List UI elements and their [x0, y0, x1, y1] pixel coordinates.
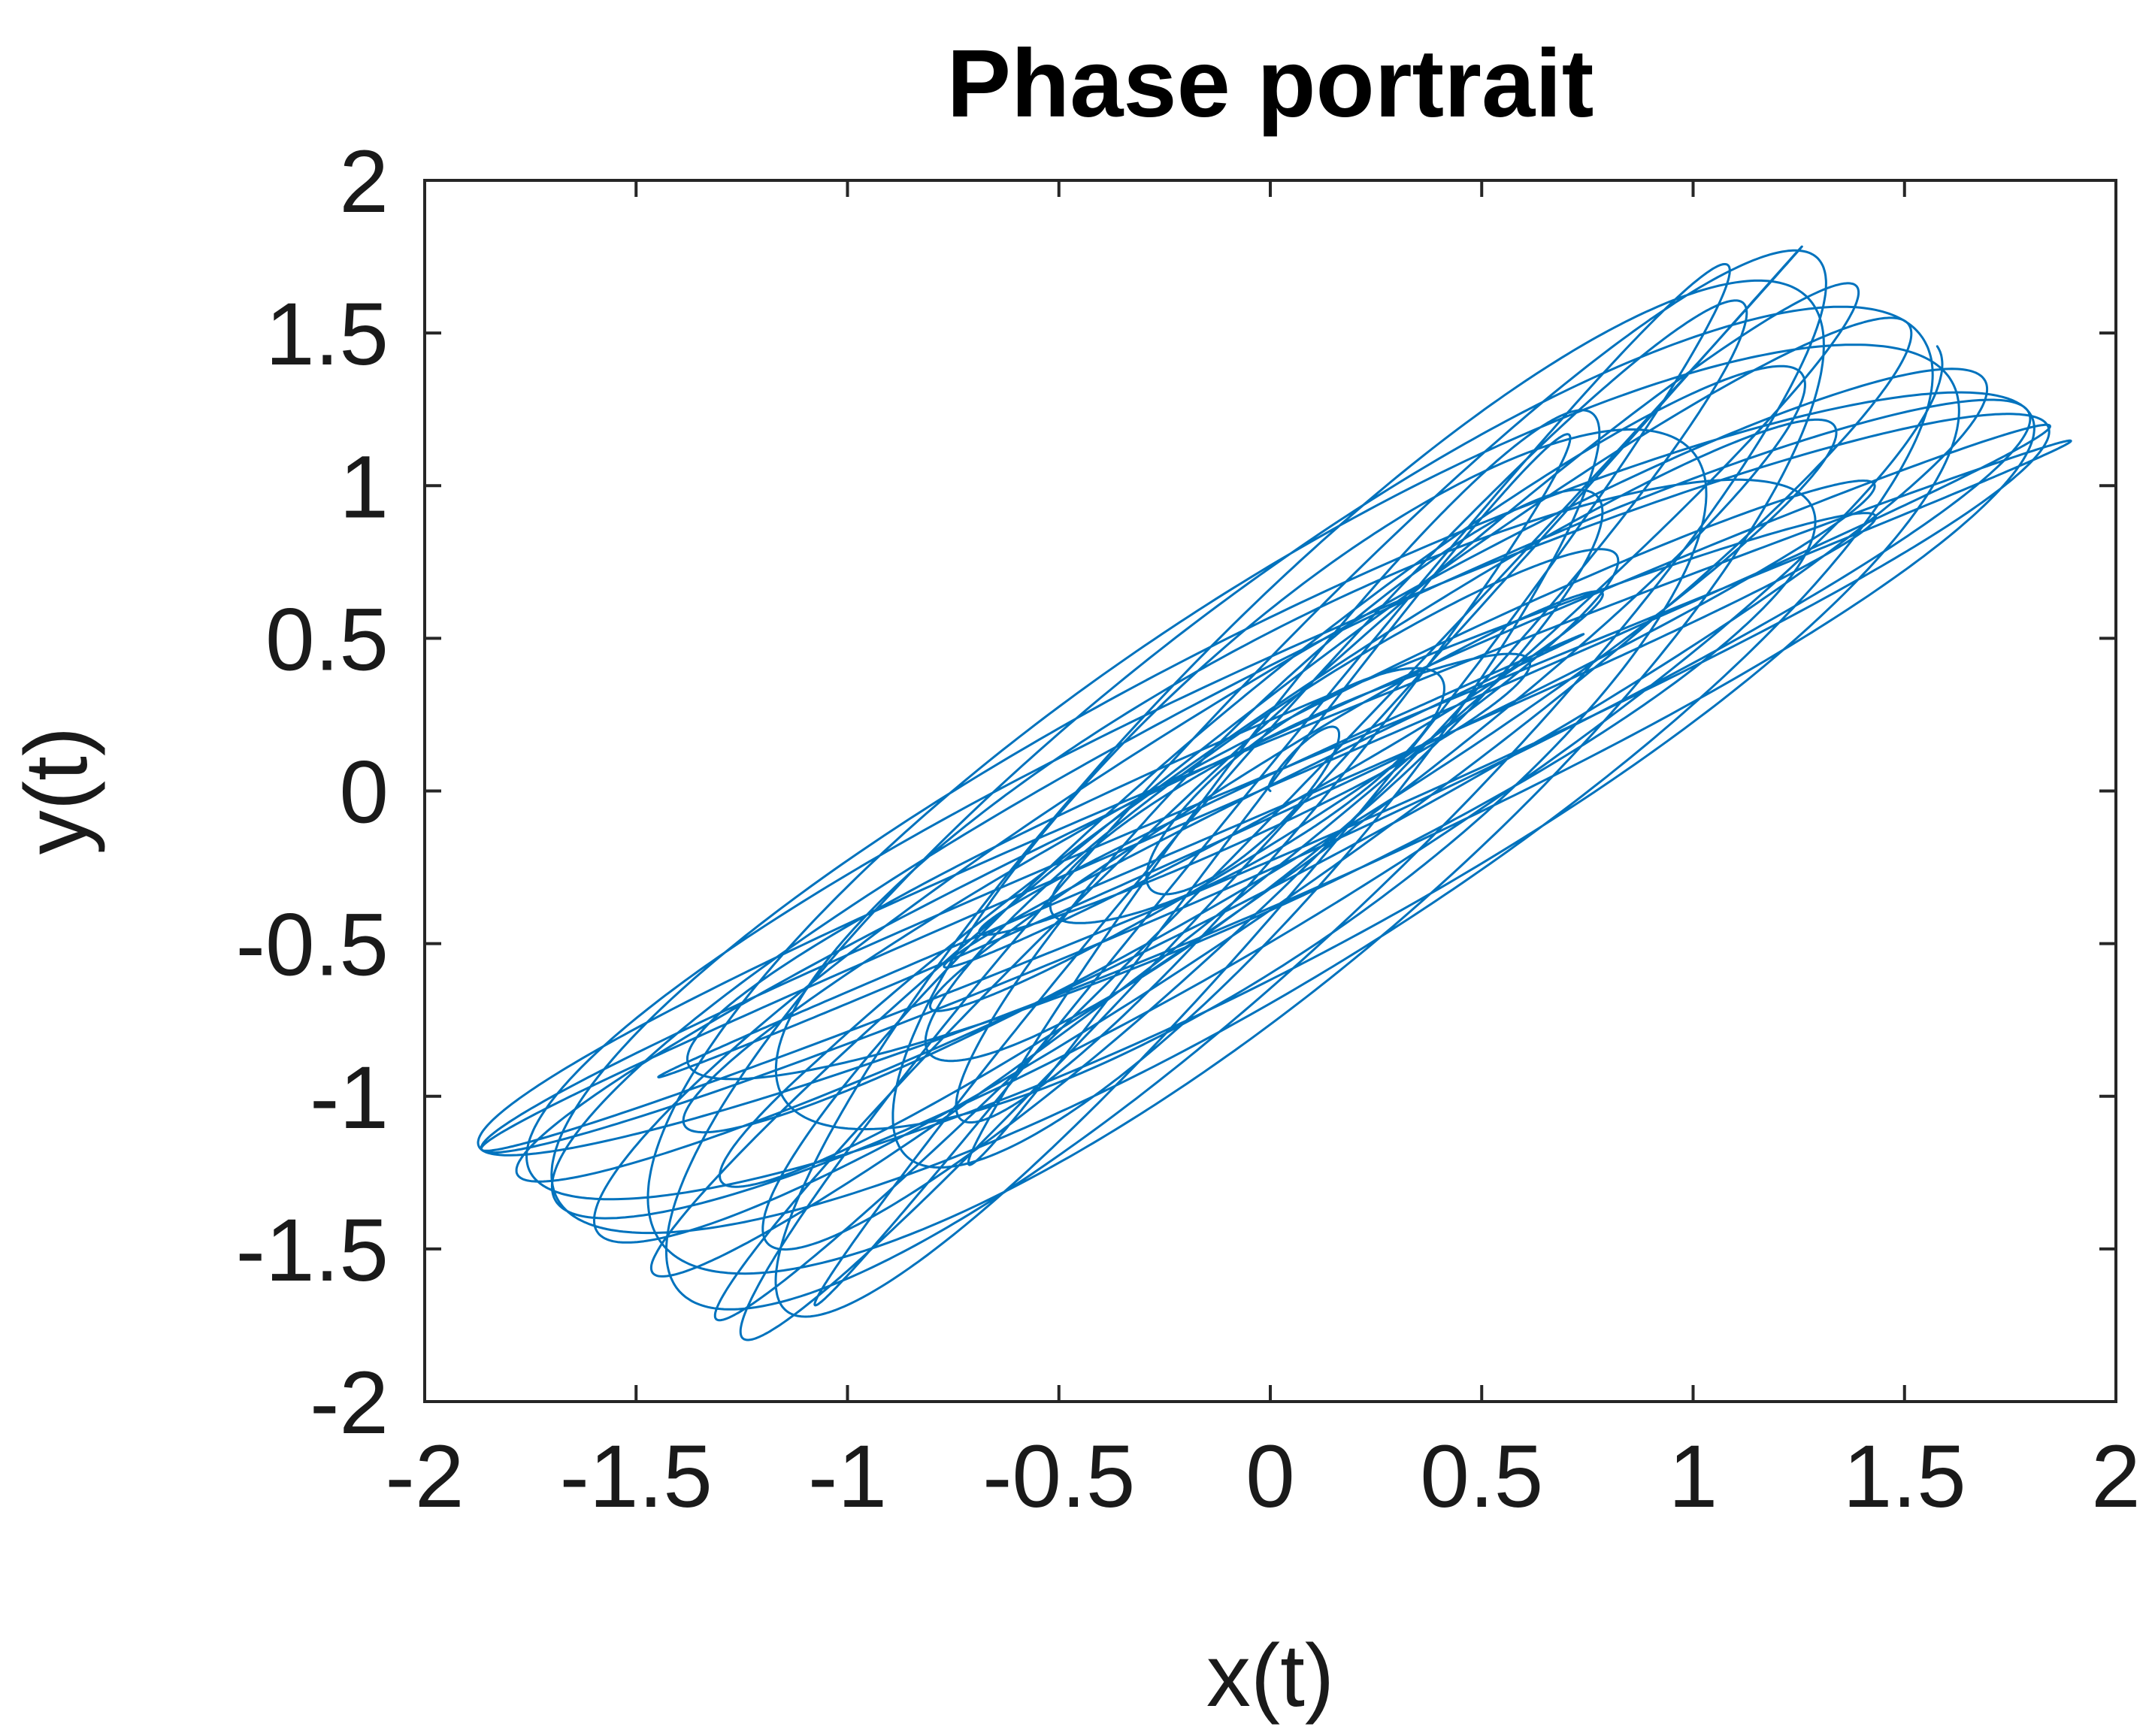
y-tick-label: 1.5 — [265, 285, 389, 384]
x-tick-label: 0 — [1245, 1427, 1295, 1526]
y-tick-label: 0.5 — [265, 590, 389, 689]
x-tick-label: 0.5 — [1420, 1427, 1543, 1526]
x-tick-label: 1.5 — [1843, 1427, 1966, 1526]
chart-title: Phase portrait — [947, 30, 1594, 138]
y-tick-label: -1.5 — [236, 1201, 389, 1300]
x-tick-label: -0.5 — [982, 1427, 1135, 1526]
x-axis-label: x(t) — [1206, 1626, 1334, 1725]
x-tick-label: 2 — [2091, 1427, 2141, 1526]
plot-area — [477, 245, 2072, 1341]
y-axis-label: y(t) — [7, 727, 106, 854]
y-tick-label: -0.5 — [236, 896, 389, 995]
y-tick-label: 0 — [339, 743, 389, 842]
x-ticks: -2 -1.5 -1 -0.5 0 0.5 1 1.5 2 — [386, 180, 2141, 1526]
trajectory-line — [477, 245, 2072, 1341]
x-tick-label: -1 — [808, 1427, 887, 1526]
x-tick-label: -2 — [386, 1427, 465, 1526]
y-tick-label: 1 — [339, 437, 389, 537]
y-tick-label: 2 — [339, 132, 389, 231]
x-tick-label: -1.5 — [560, 1427, 713, 1526]
y-tick-label: -1 — [310, 1048, 389, 1148]
x-tick-label: 1 — [1669, 1427, 1718, 1526]
y-ticks: -2 -1.5 -1 -0.5 0 0.5 1 1.5 2 — [236, 132, 2116, 1453]
y-tick-label: -2 — [310, 1353, 389, 1453]
